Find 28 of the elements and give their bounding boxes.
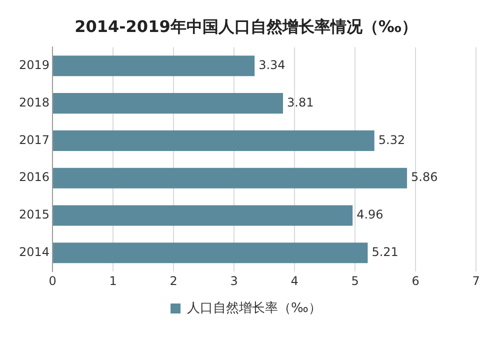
data-label: 3.81 bbox=[287, 95, 314, 110]
x-tick-label: 0 bbox=[48, 274, 56, 288]
y-tick-label: 2018 bbox=[18, 95, 50, 110]
bar bbox=[53, 168, 408, 188]
bar bbox=[53, 242, 368, 264]
y-tick-label: 2016 bbox=[18, 170, 50, 184]
bar bbox=[53, 93, 284, 114]
data-label: 3.34 bbox=[258, 58, 286, 72]
y-tick-label: 2019 bbox=[18, 58, 50, 72]
x-tick-label: 4 bbox=[290, 274, 298, 288]
x-tick-label: 1 bbox=[109, 274, 117, 288]
y-tick-label: 2014 bbox=[18, 245, 50, 260]
legend-label: 人口自然增长率（‰） bbox=[187, 300, 322, 316]
y-tick-label: 2017 bbox=[18, 132, 50, 147]
x-tick-label: 7 bbox=[472, 274, 480, 288]
data-label: 5.86 bbox=[411, 170, 438, 184]
bar bbox=[53, 205, 353, 226]
x-tick-label: 5 bbox=[351, 274, 359, 288]
y-tick-label: 2015 bbox=[18, 208, 50, 222]
x-tick-label: 6 bbox=[412, 274, 420, 288]
bar bbox=[53, 56, 255, 76]
x-tick-label: 3 bbox=[230, 274, 238, 288]
chart-title: 2014-2019年中国人口自然增长率情况（‰） bbox=[74, 16, 418, 36]
bar bbox=[53, 130, 374, 151]
x-tick-label: 2 bbox=[170, 274, 178, 288]
data-label: 5.32 bbox=[378, 132, 406, 147]
data-label: 4.96 bbox=[356, 208, 384, 222]
data-label: 5.21 bbox=[372, 245, 398, 260]
